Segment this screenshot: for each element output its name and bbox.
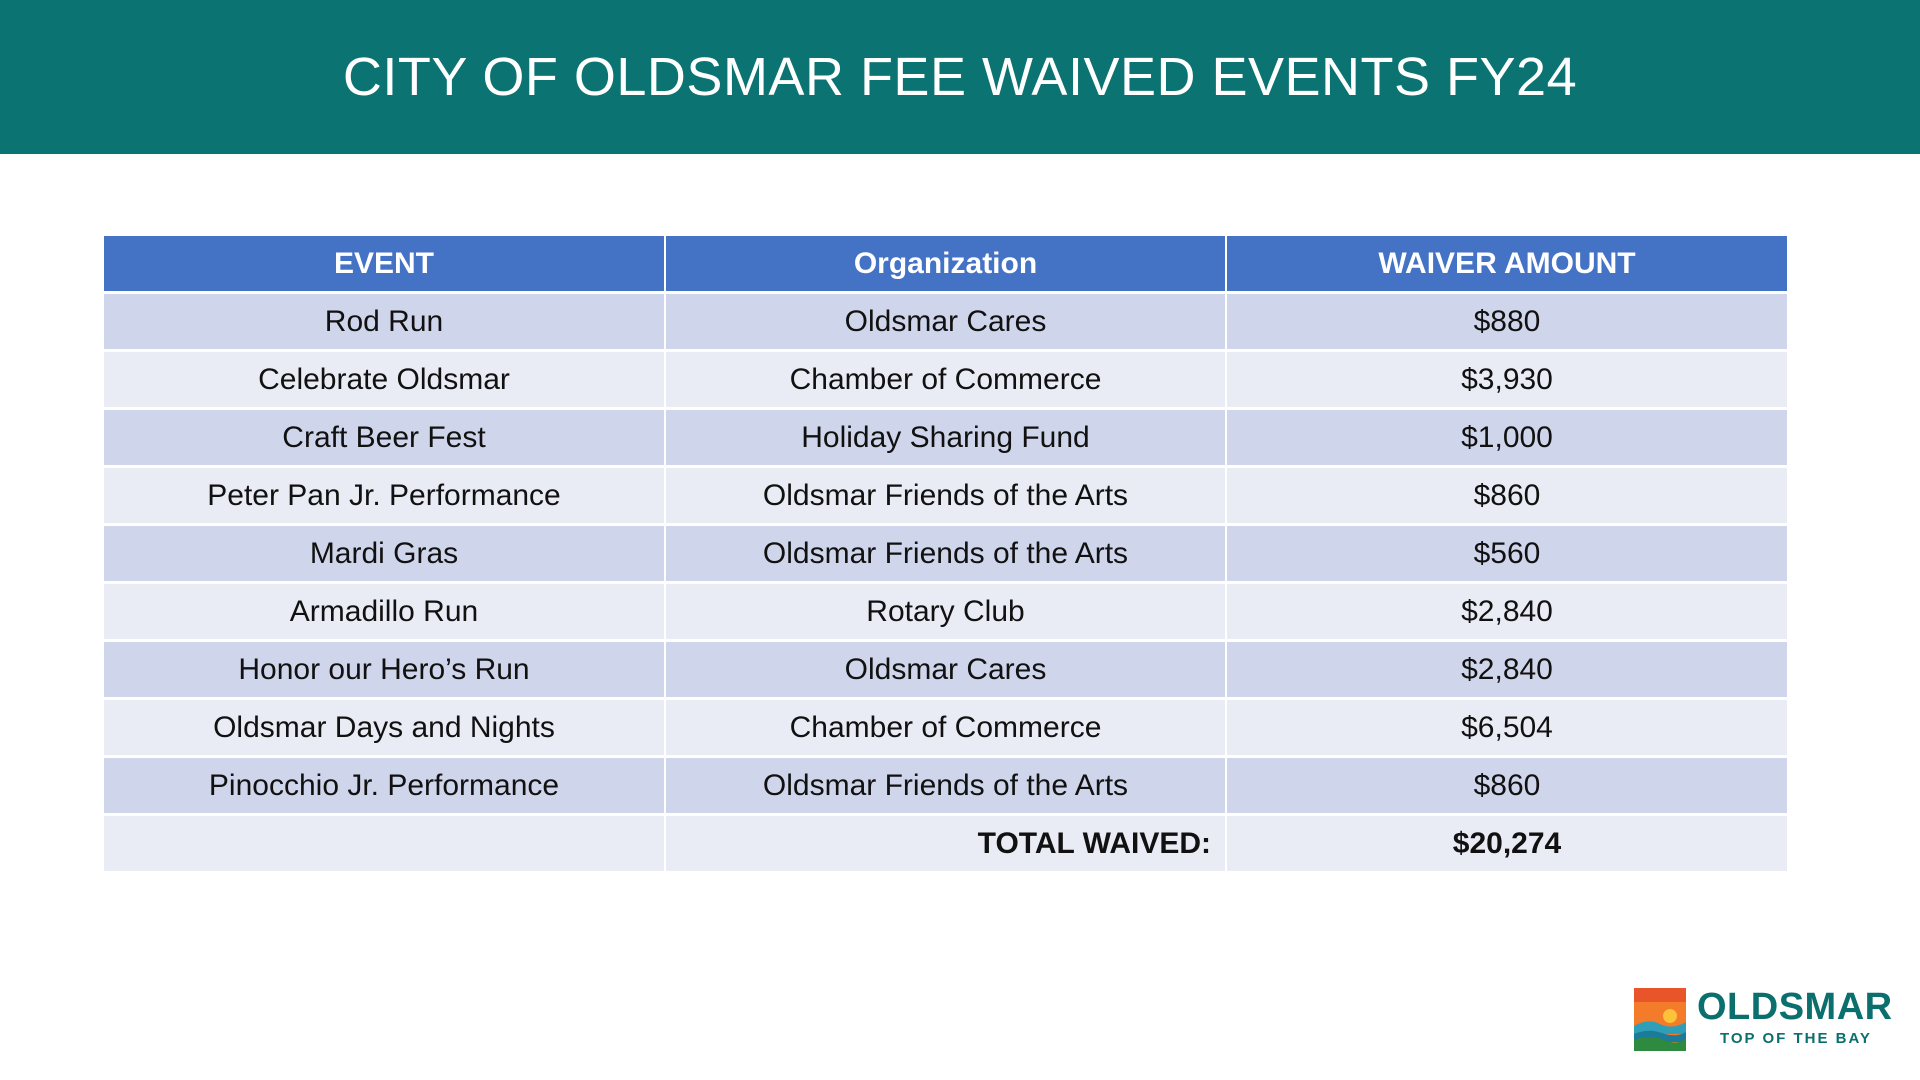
amount-cell: $1,000 [1226,408,1787,468]
amount-cell: $860 [1226,756,1787,816]
header-organization: Organization [665,236,1227,294]
event-cell: Celebrate Oldsmar [104,350,666,410]
logo-name: OLDSMAR [1697,986,1893,1028]
title-bar: CITY OF OLDSMAR FEE WAIVED EVENTS FY24 [0,0,1920,154]
event-cell: Mardi Gras [104,524,666,584]
event-cell: Honor our Hero’s Run [104,640,666,700]
event-cell: Armadillo Run [104,582,666,642]
amount-cell: $880 [1226,292,1787,352]
table-row: Celebrate Oldsmar Chamber of Commerce $3… [104,350,1787,410]
table-row: Peter Pan Jr. Performance Oldsmar Friend… [104,466,1787,526]
organization-cell: Oldsmar Friends of the Arts [665,756,1227,816]
header-event: EVENT [104,236,666,294]
organization-cell: Oldsmar Friends of the Arts [665,524,1227,584]
amount-cell: $560 [1226,524,1787,584]
table-header-row: EVENT Organization WAIVER AMOUNT [104,236,1787,294]
table-row: Mardi Gras Oldsmar Friends of the Arts $… [104,524,1787,584]
logo-tagline: TOP OF THE BAY [1720,1030,1872,1047]
waiver-table: EVENT Organization WAIVER AMOUNT Rod Run… [104,236,1787,874]
table-row: Honor our Hero’s Run Oldsmar Cares $2,84… [104,640,1787,700]
oldsmar-sunset-icon [1634,988,1686,1051]
table-row: Craft Beer Fest Holiday Sharing Fund $1,… [104,408,1787,468]
organization-cell: Chamber of Commerce [665,698,1227,758]
table-row: Rod Run Oldsmar Cares $880 [104,292,1787,352]
event-cell: Oldsmar Days and Nights [104,698,666,758]
organization-cell: Chamber of Commerce [665,350,1227,410]
table-row: Oldsmar Days and Nights Chamber of Comme… [104,698,1787,758]
event-cell: Rod Run [104,292,666,352]
organization-cell: Oldsmar Cares [665,292,1227,352]
total-empty-cell [104,814,666,874]
event-cell: Peter Pan Jr. Performance [104,466,666,526]
waiver-table-container: EVENT Organization WAIVER AMOUNT Rod Run… [104,236,1787,874]
event-cell: Craft Beer Fest [104,408,666,468]
organization-cell: Oldsmar Cares [665,640,1227,700]
header-waiver-amount: WAIVER AMOUNT [1226,236,1787,294]
slide-title: CITY OF OLDSMAR FEE WAIVED EVENTS FY24 [342,47,1578,107]
amount-cell: $3,930 [1226,350,1787,410]
amount-cell: $860 [1226,466,1787,526]
table-row: Armadillo Run Rotary Club $2,840 [104,582,1787,642]
oldsmar-logo: OLDSMAR TOP OF THE BAY [1634,986,1894,1052]
total-label: TOTAL WAIVED: [665,814,1227,874]
organization-cell: Rotary Club [665,582,1227,642]
amount-cell: $6,504 [1226,698,1787,758]
organization-cell: Oldsmar Friends of the Arts [665,466,1227,526]
total-amount: $20,274 [1226,814,1787,874]
organization-cell: Holiday Sharing Fund [665,408,1227,468]
total-row: TOTAL WAIVED: $20,274 [104,814,1787,874]
table-row: Pinocchio Jr. Performance Oldsmar Friend… [104,756,1787,816]
amount-cell: $2,840 [1226,640,1787,700]
amount-cell: $2,840 [1226,582,1787,642]
event-cell: Pinocchio Jr. Performance [104,756,666,816]
